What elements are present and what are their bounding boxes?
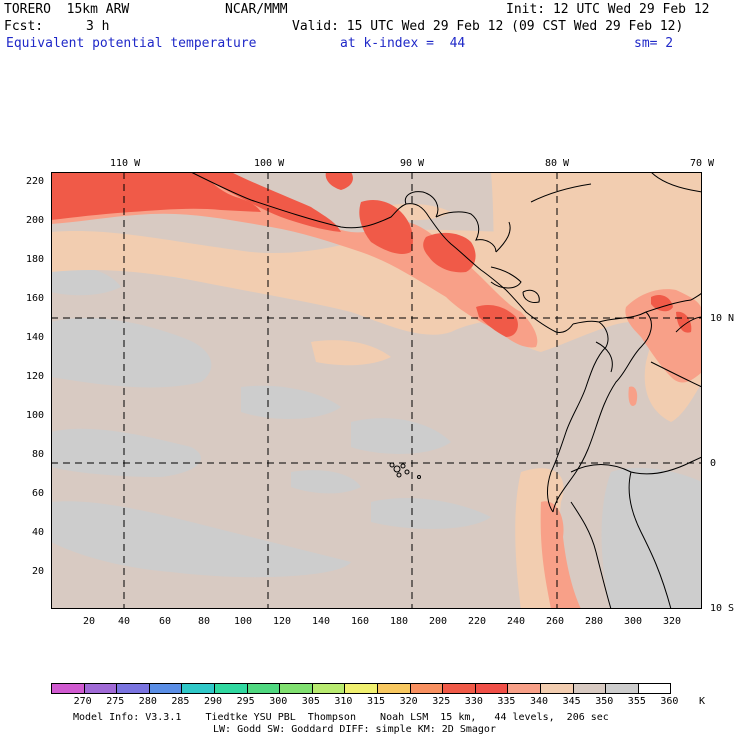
colorbar-cell <box>637 683 672 694</box>
equivalent-potential-temperature-map <box>51 172 702 609</box>
y-tick: 220 <box>26 176 45 187</box>
colorbar-cell <box>540 683 574 694</box>
colorbar-label: 285 <box>171 696 190 707</box>
smoothing-info: sm= 2 <box>634 36 674 51</box>
colorbar-label: 290 <box>204 696 223 707</box>
colorbar-label: 360 <box>660 696 679 707</box>
y-tick: 180 <box>26 254 45 265</box>
colorbar-unit: K <box>699 696 706 707</box>
init-time: Init: 12 UTC Wed 29 Feb 12 <box>506 2 710 17</box>
colorbar-cell <box>279 683 313 694</box>
x-tick: 260 <box>546 616 565 627</box>
lon-label-100w: 100 W <box>254 158 285 169</box>
x-tick: 300 <box>624 616 643 627</box>
y-tick: 200 <box>26 215 45 226</box>
x-tick: 240 <box>507 616 526 627</box>
colorbar-cell <box>116 683 150 694</box>
model-title: TORERO 15km ARW <box>4 2 130 17</box>
colorbar-cell <box>311 683 346 694</box>
y-tick: 40 <box>32 527 45 538</box>
colorbar-cell <box>246 683 281 694</box>
x-tick: 320 <box>663 616 682 627</box>
colorbar-label: 330 <box>464 696 483 707</box>
x-tick: 280 <box>585 616 604 627</box>
colorbar-label: 320 <box>399 696 418 707</box>
forecast-label: Fcst: <box>4 19 44 34</box>
colorbar-cell <box>605 683 639 694</box>
x-tick: 40 <box>118 616 131 627</box>
colorbar-cell <box>442 683 476 694</box>
colorbar-cell <box>51 683 85 694</box>
x-tick: 160 <box>351 616 370 627</box>
colorbar-label: 280 <box>138 696 157 707</box>
map-frame <box>51 172 702 609</box>
colorbar-cell <box>83 683 118 694</box>
y-tick: 120 <box>26 371 45 382</box>
x-tick: 180 <box>390 616 409 627</box>
lon-label-110w: 110 W <box>110 158 141 169</box>
colorbar-label: 275 <box>106 696 125 707</box>
colorbar-cell <box>344 683 378 694</box>
lat-label-10s: 10 S <box>710 603 735 614</box>
colorbar-label: 310 <box>334 696 353 707</box>
colorbar-cell <box>474 683 509 694</box>
lon-label-80w: 80 W <box>545 158 570 169</box>
y-tick: 160 <box>26 293 45 304</box>
x-tick: 20 <box>83 616 96 627</box>
y-tick: 80 <box>32 449 45 460</box>
colorbar-label: 350 <box>595 696 614 707</box>
colorbar-cell <box>507 683 541 694</box>
x-tick: 200 <box>429 616 448 627</box>
valid-time: Valid: 15 UTC Wed 29 Feb 12 (09 CST Wed … <box>292 19 684 34</box>
y-tick: 140 <box>26 332 45 343</box>
x-tick: 140 <box>312 616 331 627</box>
coastlines <box>190 172 702 609</box>
colorbar-cell <box>409 683 444 694</box>
lon-label-70w: 70 W <box>690 158 715 169</box>
physics-info: LW: Godd SW: Goddard DIFF: simple KM: 2D… <box>213 724 496 735</box>
lon-label-90w: 90 W <box>400 158 425 169</box>
x-tick: 220 <box>468 616 487 627</box>
colorbar-label: 305 <box>301 696 320 707</box>
y-tick: 60 <box>32 488 45 499</box>
colorbar-cell <box>148 683 183 694</box>
colorbar-label: 335 <box>497 696 516 707</box>
model-info: Model Info: V3.3.1 Tiedtke YSU PBL Thomp… <box>73 712 609 723</box>
colorbar-label: 295 <box>236 696 255 707</box>
colorbar-label: 345 <box>562 696 581 707</box>
colorbar-label: 270 <box>73 696 92 707</box>
x-tick: 80 <box>198 616 211 627</box>
field-name: Equivalent potential temperature <box>6 36 257 51</box>
colorbar-label: 325 <box>432 696 451 707</box>
forecast-hour: 3 h <box>86 19 110 34</box>
colorbar-cell <box>572 683 607 694</box>
colorbar-label: 315 <box>367 696 386 707</box>
x-tick: 120 <box>273 616 292 627</box>
x-tick: 60 <box>159 616 172 627</box>
galapagos-islands <box>389 462 421 479</box>
x-tick: 100 <box>234 616 253 627</box>
y-tick: 100 <box>26 410 45 421</box>
colorbar-cell <box>214 683 248 694</box>
colorbar-label: 300 <box>269 696 288 707</box>
red-zones <box>51 172 692 337</box>
lat-label-10n: 10 N <box>710 313 735 324</box>
lat-lon-grid <box>51 172 702 609</box>
colorbar-label: 340 <box>530 696 549 707</box>
y-tick: 20 <box>32 566 45 577</box>
colorbar-cell <box>181 683 215 694</box>
colorbar-cell <box>377 683 411 694</box>
center-title: NCAR/MMM <box>225 2 288 17</box>
level-info: at k-index = 44 <box>340 36 466 51</box>
lat-label-0: 0 <box>710 458 717 469</box>
colorbar-label: 355 <box>627 696 646 707</box>
